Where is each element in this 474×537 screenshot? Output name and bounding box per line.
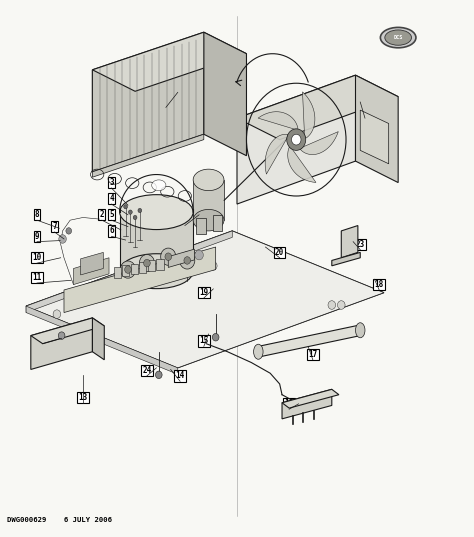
FancyBboxPatch shape: [139, 262, 146, 273]
Polygon shape: [282, 389, 339, 408]
Circle shape: [58, 332, 65, 339]
Text: 12: 12: [38, 334, 47, 343]
Circle shape: [165, 253, 172, 260]
Circle shape: [128, 210, 132, 214]
Polygon shape: [119, 212, 193, 271]
FancyBboxPatch shape: [213, 215, 222, 231]
Polygon shape: [302, 92, 315, 139]
Polygon shape: [265, 134, 288, 174]
Text: 5: 5: [109, 211, 114, 219]
Text: 1: 1: [175, 83, 180, 91]
Polygon shape: [92, 134, 204, 177]
Circle shape: [184, 257, 191, 264]
Polygon shape: [360, 110, 389, 164]
Circle shape: [212, 333, 219, 341]
Text: 19: 19: [199, 288, 209, 297]
Circle shape: [161, 248, 176, 265]
FancyBboxPatch shape: [196, 218, 206, 234]
Polygon shape: [341, 226, 358, 258]
Text: 9: 9: [35, 232, 39, 241]
Text: 7: 7: [52, 222, 57, 231]
Polygon shape: [237, 75, 356, 204]
Polygon shape: [26, 231, 232, 313]
Circle shape: [120, 261, 136, 278]
Ellipse shape: [254, 344, 263, 359]
Polygon shape: [73, 258, 109, 285]
Ellipse shape: [356, 323, 365, 338]
Circle shape: [180, 252, 195, 269]
Circle shape: [328, 301, 336, 309]
Ellipse shape: [119, 194, 193, 229]
Text: 23: 23: [356, 240, 365, 249]
Circle shape: [138, 208, 142, 213]
Polygon shape: [92, 32, 204, 172]
Text: 22: 22: [356, 92, 365, 101]
Circle shape: [124, 205, 128, 209]
Ellipse shape: [380, 27, 416, 48]
Ellipse shape: [385, 30, 411, 45]
Circle shape: [59, 235, 66, 243]
FancyBboxPatch shape: [122, 265, 129, 276]
Text: 6: 6: [109, 227, 114, 235]
Text: DWG000629    6 JULY 2006: DWG000629 6 JULY 2006: [7, 517, 112, 523]
Ellipse shape: [119, 253, 193, 288]
Polygon shape: [168, 249, 194, 267]
Text: 20: 20: [275, 248, 284, 257]
Polygon shape: [92, 318, 104, 360]
Circle shape: [139, 255, 155, 272]
FancyBboxPatch shape: [156, 259, 164, 270]
Circle shape: [195, 250, 203, 260]
Ellipse shape: [152, 180, 166, 191]
Polygon shape: [31, 318, 104, 344]
Text: 24: 24: [142, 366, 152, 375]
Circle shape: [292, 134, 301, 145]
Polygon shape: [193, 180, 224, 220]
Polygon shape: [332, 252, 360, 266]
Polygon shape: [26, 231, 384, 368]
Circle shape: [155, 371, 162, 379]
Ellipse shape: [193, 209, 224, 231]
Polygon shape: [300, 132, 338, 155]
Circle shape: [210, 262, 217, 270]
Polygon shape: [31, 318, 92, 369]
Text: 17: 17: [308, 350, 318, 359]
Text: 15: 15: [199, 337, 209, 345]
Polygon shape: [81, 252, 103, 275]
Text: 11: 11: [32, 273, 42, 282]
Text: 18: 18: [374, 280, 384, 289]
Text: DCS: DCS: [393, 35, 403, 40]
Polygon shape: [282, 389, 332, 419]
Circle shape: [133, 215, 137, 220]
Polygon shape: [288, 147, 316, 183]
Text: 2: 2: [100, 211, 104, 219]
Text: 14: 14: [175, 372, 185, 380]
FancyBboxPatch shape: [131, 264, 138, 274]
Circle shape: [66, 228, 72, 234]
Polygon shape: [26, 231, 384, 368]
Text: 8: 8: [35, 211, 39, 219]
Text: 10: 10: [32, 253, 42, 262]
Circle shape: [287, 129, 306, 150]
Polygon shape: [64, 247, 216, 313]
Text: 13: 13: [78, 393, 88, 402]
Text: 3: 3: [109, 178, 114, 187]
Circle shape: [148, 276, 155, 285]
Text: 21: 21: [180, 216, 190, 224]
Text: 16: 16: [284, 400, 294, 408]
Polygon shape: [237, 75, 398, 140]
Polygon shape: [26, 306, 178, 374]
Circle shape: [337, 301, 345, 309]
Circle shape: [144, 259, 150, 267]
FancyBboxPatch shape: [114, 267, 121, 278]
Circle shape: [53, 310, 61, 318]
Text: 4: 4: [109, 194, 114, 203]
Ellipse shape: [193, 169, 224, 191]
Circle shape: [125, 266, 131, 273]
Polygon shape: [258, 325, 360, 357]
Polygon shape: [204, 32, 246, 156]
Polygon shape: [92, 32, 246, 91]
FancyBboxPatch shape: [148, 260, 155, 271]
Polygon shape: [258, 112, 298, 129]
Polygon shape: [356, 75, 398, 183]
